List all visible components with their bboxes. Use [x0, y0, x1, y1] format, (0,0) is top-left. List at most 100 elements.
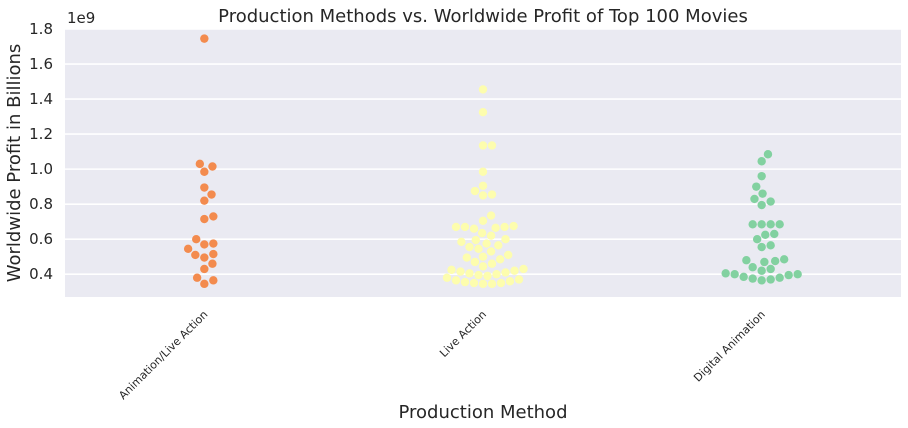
y-tick-label: 1.2	[29, 125, 53, 143]
data-point	[766, 275, 775, 284]
y-tick-labels: 0.4 0.6 0.8 1.0 1.2 1.4 1.6 1.8	[29, 20, 53, 283]
data-point	[748, 263, 757, 272]
data-point	[451, 222, 461, 232]
data-point	[739, 272, 748, 282]
data-point	[474, 270, 483, 280]
data-point	[486, 211, 496, 220]
data-point	[760, 257, 769, 267]
data-point	[209, 212, 218, 221]
data-point	[209, 239, 218, 248]
data-point	[208, 259, 217, 268]
y-offset-label: 1e9	[67, 9, 95, 27]
data-point	[209, 249, 218, 259]
data-point	[482, 239, 491, 248]
data-point	[200, 279, 209, 289]
data-point	[757, 171, 766, 181]
data-point	[494, 241, 503, 250]
data-point	[462, 253, 471, 262]
data-point	[487, 279, 497, 289]
data-point	[478, 108, 488, 117]
data-point	[451, 276, 461, 285]
data-point	[757, 157, 766, 166]
data-point	[470, 186, 480, 196]
data-point	[766, 220, 775, 229]
data-point	[200, 264, 209, 274]
y-tick-label: 1.8	[29, 20, 53, 38]
x-tick-label: Live Action	[437, 308, 489, 360]
data-point	[183, 244, 193, 254]
data-point	[465, 242, 474, 252]
chart-title: Production Methods vs. Worldwide Profit …	[218, 6, 748, 27]
data-point	[208, 162, 217, 171]
data-point	[465, 269, 474, 278]
data-point	[492, 270, 501, 279]
data-point	[478, 85, 488, 94]
data-point	[191, 250, 200, 260]
data-point	[763, 150, 773, 159]
data-point	[775, 220, 784, 229]
data-point	[209, 276, 218, 285]
data-point	[730, 270, 739, 279]
data-point	[758, 189, 767, 198]
data-point	[519, 264, 528, 274]
data-point	[447, 265, 456, 275]
data-point	[752, 235, 762, 244]
data-point	[478, 181, 488, 190]
data-point	[495, 255, 505, 264]
x-axis-label: Production Method	[399, 402, 568, 423]
data-point	[514, 275, 524, 284]
data-point	[501, 235, 510, 244]
data-point	[775, 273, 784, 282]
data-point	[766, 241, 775, 250]
data-point	[509, 221, 518, 231]
x-tick-label: Digital Animation	[691, 308, 768, 385]
data-point	[200, 34, 209, 43]
data-point	[757, 220, 766, 229]
data-point	[478, 252, 488, 261]
data-point	[748, 220, 757, 229]
data-point	[504, 250, 513, 260]
data-point	[793, 270, 802, 279]
data-point	[779, 255, 789, 264]
data-point	[500, 222, 509, 232]
data-point	[742, 256, 751, 265]
data-point	[766, 197, 775, 206]
data-point	[752, 182, 761, 191]
data-point	[471, 235, 480, 245]
data-point	[478, 167, 488, 176]
data-point	[487, 190, 497, 199]
data-point	[195, 159, 205, 169]
data-points	[183, 34, 802, 289]
data-point	[505, 277, 515, 286]
data-point	[757, 200, 766, 210]
data-point	[483, 271, 492, 281]
data-point	[757, 276, 766, 285]
data-point	[478, 279, 488, 289]
data-point	[442, 273, 452, 282]
data-point	[200, 167, 209, 176]
y-tick-label: 1.4	[29, 90, 53, 108]
y-axis-label: Worldwide Profit in Billions	[4, 44, 25, 282]
y-tick-label: 1.6	[29, 55, 53, 73]
x-tick-label: Animation/Live Action	[116, 308, 210, 402]
data-point	[487, 141, 497, 150]
data-point	[748, 274, 757, 283]
data-point	[200, 214, 209, 224]
data-point	[470, 257, 480, 267]
data-point	[460, 222, 470, 232]
data-point	[192, 273, 202, 282]
data-point	[750, 194, 759, 204]
y-tick-label: 1.0	[29, 160, 53, 178]
y-tick-label: 0.4	[29, 265, 53, 283]
data-point	[460, 277, 470, 287]
data-point	[486, 231, 496, 240]
data-point	[487, 259, 497, 268]
data-point	[784, 270, 793, 280]
y-tick-label: 0.6	[29, 230, 53, 248]
data-point	[477, 228, 487, 238]
data-point	[491, 223, 500, 233]
data-point	[761, 230, 770, 240]
data-point	[200, 183, 209, 192]
data-point	[474, 244, 483, 254]
data-point	[200, 196, 209, 205]
